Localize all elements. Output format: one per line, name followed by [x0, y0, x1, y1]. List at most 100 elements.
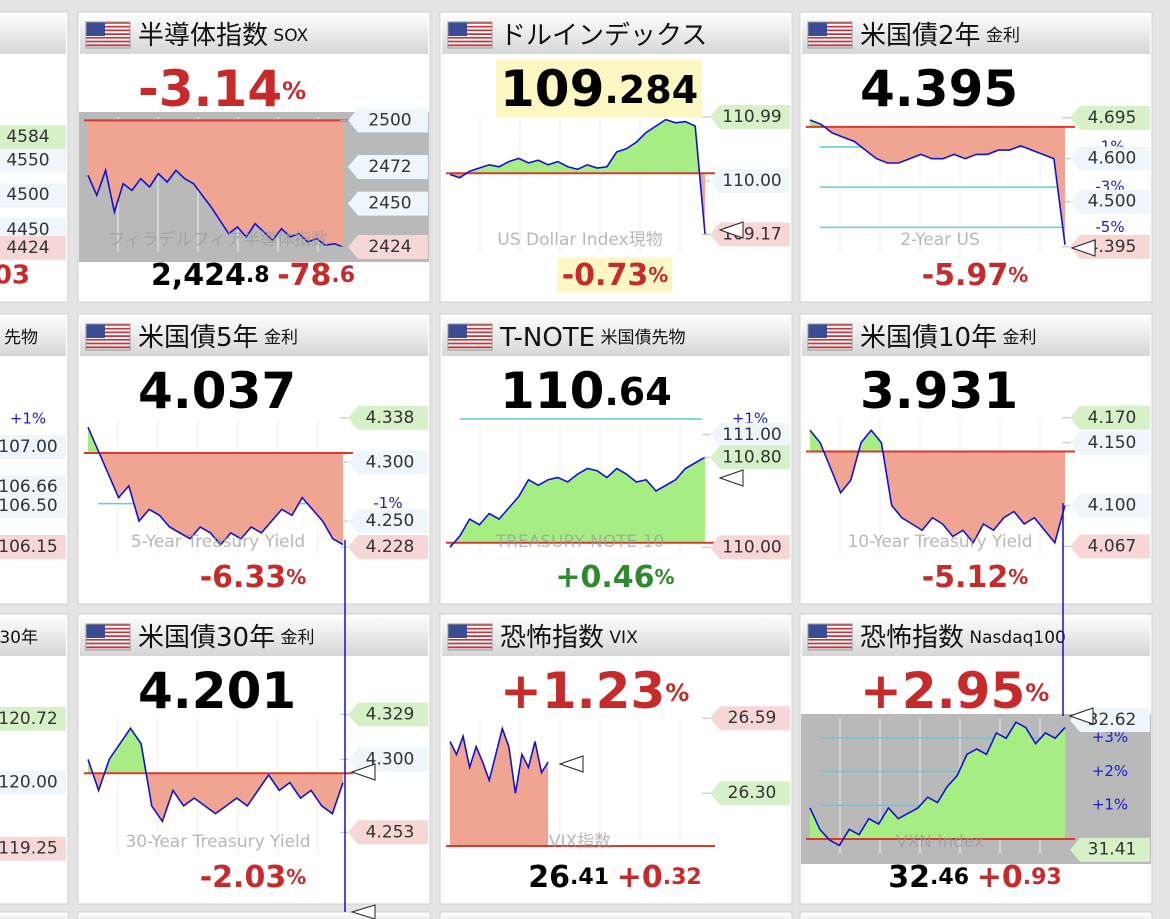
title: 米国債2年 [860, 21, 981, 51]
flag-stripe [808, 646, 852, 649]
flag-stripe [448, 333, 492, 336]
price-label: 4.695 [1088, 108, 1137, 128]
price-tag [348, 702, 428, 727]
flag-stripe [86, 44, 130, 47]
bottom-value: 26.41 +0.32 [528, 860, 701, 895]
price-label: 2500 [368, 110, 411, 130]
bottom-value-part: .32 [663, 865, 702, 890]
artifacts [344, 221, 1096, 919]
price-label: 26.30 [728, 783, 777, 803]
price-tag [0, 183, 66, 208]
tile-header [442, 915, 790, 919]
big-value-part: % [282, 77, 306, 105]
flag-stripe [808, 346, 852, 349]
tile-header [802, 915, 1150, 919]
bottom-value: +0.46% [555, 560, 674, 595]
big-value: 4.395 [860, 60, 1018, 118]
flag-canton [86, 324, 105, 338]
flag-stripe [448, 22, 492, 24]
bottom-value-part: .6 [331, 263, 355, 288]
big-value-part: .284 [604, 68, 698, 112]
us-flag [807, 21, 853, 49]
price-tag [1070, 430, 1150, 455]
price-tag [348, 450, 428, 475]
price-tag [348, 405, 428, 430]
price-tag [710, 168, 790, 193]
flag-stripe [86, 625, 130, 628]
tile-header [0, 318, 66, 356]
us-flag [807, 623, 853, 651]
subtitle: SOX [273, 26, 308, 46]
big-value-part: 4.201 [138, 662, 296, 720]
tile-header [0, 16, 66, 54]
flag-stripe [86, 642, 130, 645]
price-tag [1070, 493, 1150, 518]
area-down [88, 773, 343, 822]
flag-stripe [448, 640, 492, 643]
price-label: 4.228 [366, 537, 415, 557]
bottom-value-part: -5.97 [922, 258, 1008, 293]
bottom-value-part: +0.46 [555, 560, 654, 595]
flag-stripe [448, 637, 492, 639]
flag-stripe [808, 31, 852, 34]
price-tag [348, 155, 428, 179]
flag-stripe [448, 38, 492, 41]
price-line [449, 725, 549, 794]
tile-title: 恐怖指数 VIX [500, 623, 638, 653]
flag-stripe [808, 335, 852, 337]
price-label: 4.300 [366, 749, 415, 769]
price-label: 4.338 [366, 408, 415, 428]
subtitle: VIX [609, 628, 638, 648]
price-label: 110.00 [722, 537, 781, 557]
flag-stripe [86, 631, 130, 634]
flag-stripe [808, 29, 852, 32]
title: 米国債30年 [138, 623, 275, 653]
flag-stripe [448, 635, 492, 637]
flag-stripe [86, 337, 130, 339]
tile-header [802, 618, 1150, 656]
flag-stripe [448, 27, 492, 30]
bottom-value: -0.73% [562, 258, 669, 293]
flag-stripe [808, 338, 852, 341]
price-label: 4.170 [1088, 408, 1137, 428]
big-value: +2.95% [860, 662, 1049, 720]
price-label: 4.329 [366, 704, 415, 724]
highlight [496, 59, 703, 118]
price-label: 26.59 [728, 708, 777, 728]
big-value-part: 4.395 [860, 60, 1018, 118]
pct-label: -5% [1095, 218, 1124, 236]
us-flag [85, 21, 131, 49]
flag-stripe [86, 333, 130, 336]
price-line [449, 456, 706, 548]
flag-stripe [86, 38, 130, 41]
bottom-value: -2.03% [200, 860, 307, 895]
bottom-value-part: +0 [977, 860, 1023, 895]
flag-canton [808, 624, 827, 638]
price-label: 4.500 [1088, 192, 1137, 212]
tile-title: 米国債5年 金利 [138, 323, 298, 353]
flag-stripe [86, 33, 130, 35]
flag-stripe [808, 624, 852, 626]
flag-stripe [448, 44, 492, 47]
flag-border [447, 21, 493, 49]
flag-border [807, 21, 853, 49]
watermark: US Dollar Index現物 [497, 230, 662, 250]
bottom-value: 32.46 +0.93 [888, 860, 1061, 895]
area-up [450, 119, 705, 174]
bottom-value-part: % [648, 263, 668, 287]
flag-stripe [808, 40, 852, 43]
flag-stripe [448, 340, 492, 343]
price-tag [710, 781, 790, 806]
tile-title: 米国債2年 金利 [860, 21, 1020, 51]
big-value-part: 4.037 [138, 362, 296, 420]
bottom-value-part: .46 [930, 865, 969, 890]
price-tag [1070, 189, 1150, 214]
flag-stripe [448, 646, 492, 649]
price-tag [0, 707, 66, 731]
title: 米国債5年 [138, 323, 259, 353]
tile-header [802, 16, 1150, 54]
watermark: 10-Year Treasury Yield [847, 532, 1032, 552]
area-up [88, 728, 343, 774]
flag-stripe [448, 36, 492, 39]
price-tag [1070, 146, 1150, 171]
